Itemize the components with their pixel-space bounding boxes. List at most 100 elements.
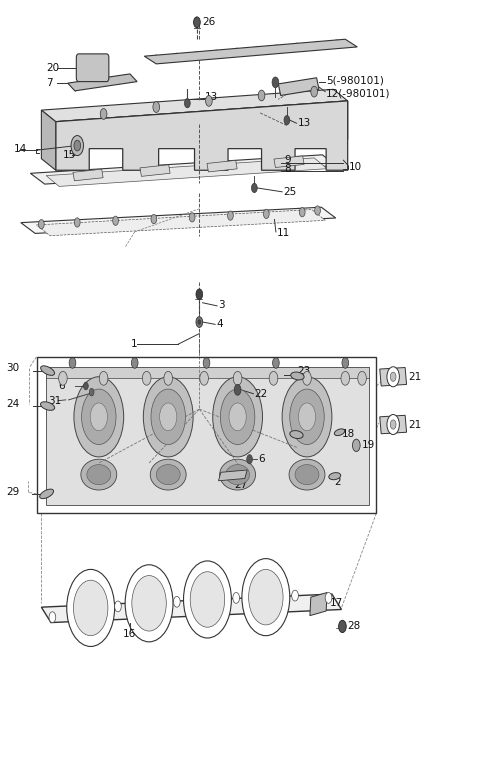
Bar	[36, 357, 376, 513]
Circle shape	[292, 591, 299, 601]
Circle shape	[196, 317, 203, 327]
Circle shape	[205, 96, 212, 107]
Text: 4: 4	[216, 320, 223, 330]
Circle shape	[299, 403, 316, 431]
Circle shape	[71, 136, 84, 156]
Polygon shape	[310, 593, 327, 615]
Circle shape	[144, 377, 193, 457]
Ellipse shape	[226, 465, 250, 485]
Text: 21: 21	[408, 372, 422, 381]
Circle shape	[74, 141, 81, 151]
Ellipse shape	[40, 489, 54, 499]
Circle shape	[282, 377, 332, 457]
Circle shape	[99, 371, 108, 385]
Circle shape	[100, 109, 107, 120]
Polygon shape	[56, 101, 348, 140]
Circle shape	[233, 593, 240, 603]
Text: 30: 30	[6, 364, 20, 374]
Circle shape	[213, 377, 263, 457]
Circle shape	[190, 572, 225, 627]
Circle shape	[229, 403, 246, 431]
Polygon shape	[207, 161, 237, 172]
Text: 3: 3	[218, 300, 225, 310]
Circle shape	[341, 371, 349, 385]
Circle shape	[258, 90, 265, 101]
Text: 14: 14	[14, 144, 27, 154]
Ellipse shape	[329, 472, 341, 479]
Circle shape	[284, 116, 290, 125]
Circle shape	[153, 102, 159, 113]
Polygon shape	[21, 207, 336, 233]
Text: 16: 16	[123, 629, 136, 639]
Text: 17: 17	[330, 598, 343, 608]
Polygon shape	[36, 209, 325, 235]
Circle shape	[59, 371, 67, 385]
Circle shape	[183, 561, 231, 638]
Text: 10: 10	[349, 162, 362, 172]
Circle shape	[132, 576, 166, 631]
Circle shape	[82, 389, 116, 445]
Text: 31: 31	[48, 395, 62, 405]
Text: 26: 26	[203, 17, 216, 27]
Circle shape	[151, 215, 157, 224]
Polygon shape	[30, 155, 336, 184]
Circle shape	[125, 565, 173, 642]
Text: 20: 20	[46, 63, 60, 73]
Circle shape	[352, 439, 360, 452]
Ellipse shape	[41, 366, 55, 375]
Circle shape	[73, 581, 108, 635]
Polygon shape	[73, 169, 103, 181]
Circle shape	[273, 357, 279, 368]
Ellipse shape	[290, 431, 303, 438]
Circle shape	[189, 213, 195, 222]
Circle shape	[233, 371, 242, 385]
Polygon shape	[41, 110, 56, 171]
Text: 15: 15	[63, 150, 76, 160]
Text: 28: 28	[347, 621, 360, 631]
Circle shape	[196, 289, 203, 300]
Circle shape	[228, 211, 233, 220]
Circle shape	[387, 415, 399, 435]
Circle shape	[325, 593, 332, 603]
Circle shape	[203, 357, 210, 368]
Text: 23: 23	[298, 366, 311, 376]
Text: 18: 18	[341, 428, 355, 438]
Circle shape	[390, 372, 396, 381]
Circle shape	[89, 388, 94, 396]
Ellipse shape	[87, 465, 111, 485]
Polygon shape	[380, 415, 407, 434]
Text: 1: 1	[131, 340, 137, 350]
Circle shape	[132, 357, 138, 368]
Circle shape	[252, 183, 257, 192]
Text: 6: 6	[258, 454, 265, 464]
Circle shape	[74, 377, 124, 457]
Circle shape	[390, 420, 396, 429]
Circle shape	[247, 455, 252, 464]
Circle shape	[151, 389, 185, 445]
Polygon shape	[68, 74, 137, 91]
Text: 2: 2	[334, 476, 341, 486]
Circle shape	[193, 17, 200, 28]
Ellipse shape	[150, 459, 186, 490]
Text: 21: 21	[408, 419, 422, 429]
Circle shape	[272, 77, 279, 88]
Text: 24: 24	[6, 398, 20, 408]
Polygon shape	[278, 78, 319, 96]
Ellipse shape	[291, 372, 304, 380]
Circle shape	[303, 371, 312, 385]
Circle shape	[311, 86, 318, 97]
Circle shape	[69, 357, 76, 368]
Ellipse shape	[220, 459, 255, 490]
Text: 6: 6	[58, 381, 65, 391]
Polygon shape	[46, 367, 369, 378]
Circle shape	[198, 320, 201, 324]
Ellipse shape	[156, 465, 180, 485]
Text: 7: 7	[46, 78, 53, 88]
FancyBboxPatch shape	[76, 54, 109, 82]
Text: 29: 29	[6, 486, 20, 496]
Polygon shape	[46, 158, 327, 186]
Text: 19: 19	[362, 440, 375, 450]
Circle shape	[234, 384, 241, 395]
Circle shape	[200, 371, 208, 385]
Ellipse shape	[40, 401, 55, 411]
